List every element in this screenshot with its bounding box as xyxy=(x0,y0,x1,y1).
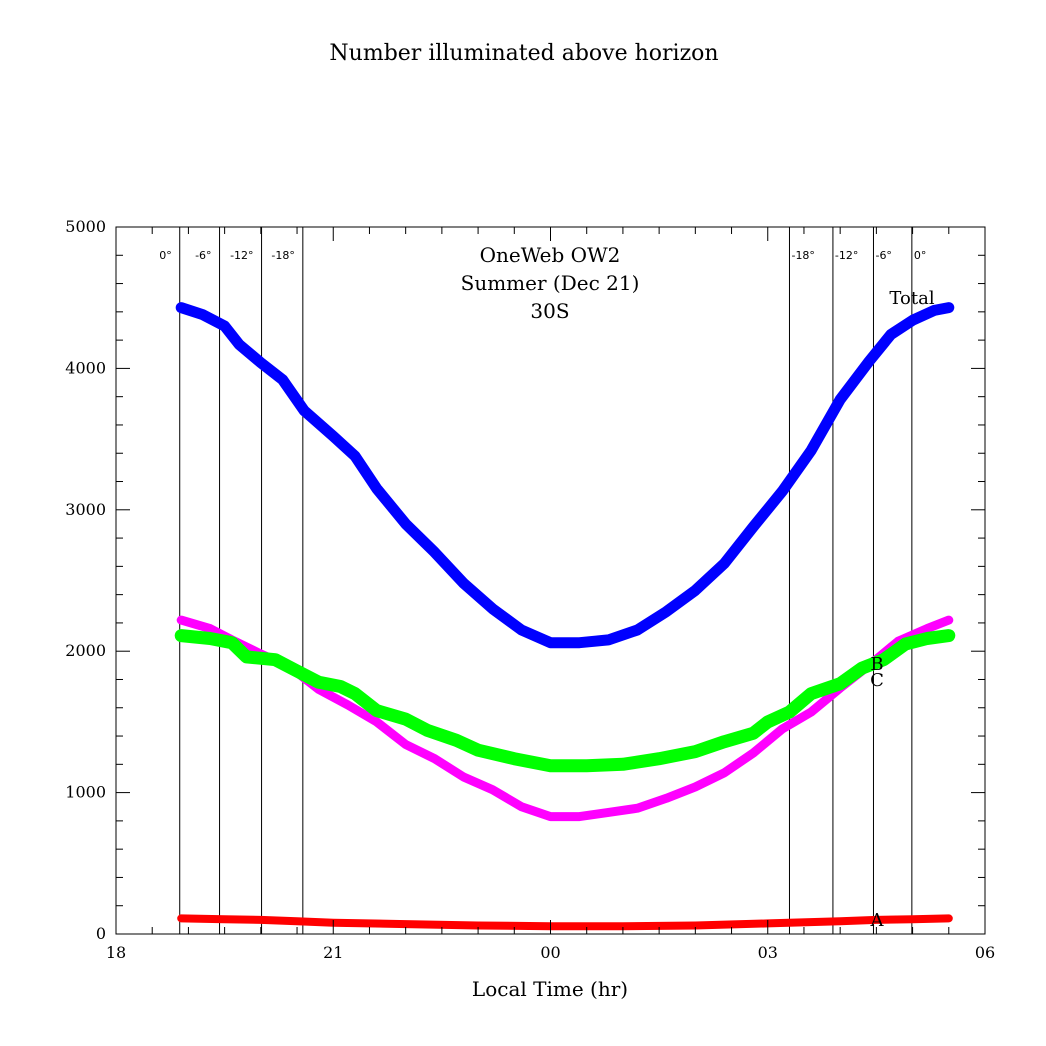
y-tick-label: 1000 xyxy=(65,783,106,802)
series-label-a: A xyxy=(870,910,885,931)
x-tick-label: 18 xyxy=(106,943,126,962)
annotation-line-1: OneWeb OW2 xyxy=(480,243,621,267)
y-tick-label: 5000 xyxy=(65,217,106,236)
y-tick-label: 4000 xyxy=(65,358,106,377)
y-tick-label: 2000 xyxy=(65,641,106,660)
twilight-label: 0° xyxy=(914,249,927,262)
twilight-label: -12° xyxy=(230,249,253,262)
annotation-line-3: 30S xyxy=(530,299,569,323)
plot-area: 0° -6° -12° -18° -18° -12° -6° 0° 18 21 00 03 06 0 10… xyxy=(65,217,995,962)
twilight-label: -6° xyxy=(875,249,891,262)
twilight-label: -18° xyxy=(271,249,294,262)
x-tick-label: 21 xyxy=(323,943,343,962)
x-tick-label: 00 xyxy=(540,943,560,962)
x-tick-label: 06 xyxy=(975,943,995,962)
twilight-label: -6° xyxy=(195,249,211,262)
y-tick-label: 3000 xyxy=(65,500,106,519)
x-axis-label: Local Time (hr) xyxy=(472,977,628,1001)
series-line-a xyxy=(177,914,953,931)
twilight-label: 0° xyxy=(159,249,172,262)
x-tick-label: 03 xyxy=(758,943,778,962)
axis-ticks: 18 21 00 03 06 0 1000 2000 3000 4000 5000 xyxy=(65,217,995,962)
series-group xyxy=(174,302,956,931)
series-line-total xyxy=(175,302,955,649)
series-label-c: C xyxy=(870,670,884,691)
chart-title: Number illuminated above horizon xyxy=(329,41,718,66)
y-tick-label: 0 xyxy=(96,924,106,943)
series-line-b xyxy=(176,615,954,822)
series-label-total: Total xyxy=(889,288,934,309)
series-line-c xyxy=(174,629,956,773)
twilight-lines: 0° -6° -12° -18° -18° -12° -6° 0° xyxy=(159,227,926,934)
annotation-box: OneWeb OW2 Summer (Dec 21) 30S xyxy=(461,243,640,323)
series-label-b: B xyxy=(870,654,883,675)
twilight-label: -18° xyxy=(791,249,814,262)
plot-frame xyxy=(115,226,986,935)
annotation-line-2: Summer (Dec 21) xyxy=(461,271,640,295)
twilight-label: -12° xyxy=(835,249,858,262)
